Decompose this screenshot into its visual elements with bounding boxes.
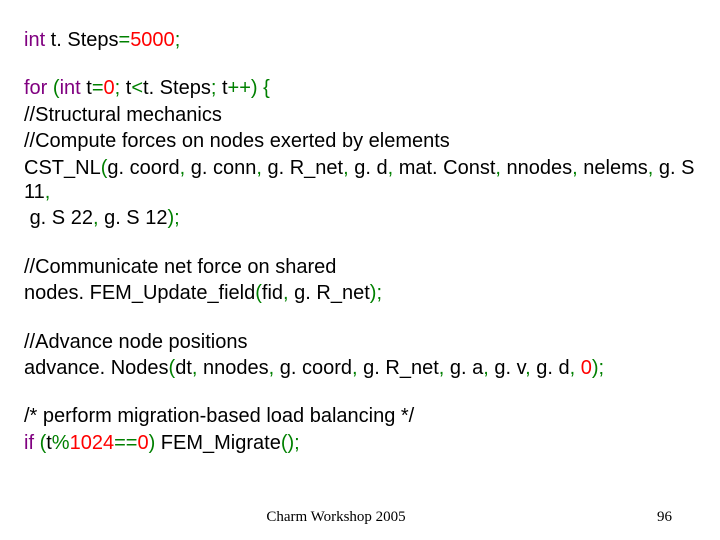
code-token: int	[24, 29, 45, 51]
code-token: nelems	[578, 157, 648, 179]
code-token: {	[263, 77, 270, 99]
code-token: ()	[281, 432, 294, 454]
code-token: g. coord	[274, 357, 352, 379]
code-token: mat. Const	[393, 157, 495, 179]
code-line-3: //Structural mechanics	[24, 103, 696, 127]
code-token: /* perform migration-based load balancin…	[24, 405, 414, 427]
code-token: t	[120, 77, 131, 99]
code-token: //Structural mechanics	[24, 104, 222, 126]
code-line-12: if (t%1024==0) FEM_Migrate();	[24, 431, 696, 455]
code-token: ;	[175, 29, 181, 51]
code-token: t. Steps	[143, 77, 211, 99]
blank-gap	[24, 233, 696, 255]
code-token: //Compute forces on nodes exerted by ele…	[24, 130, 450, 152]
slide: int t. Steps=5000; for (int t=0; t<t. St…	[0, 0, 720, 540]
code-token: 1024	[70, 432, 115, 454]
code-line-10: advance. Nodes(dt, nnodes, g. coord, g. …	[24, 356, 696, 380]
code-token: nnodes	[501, 157, 572, 179]
code-line-1: int t. Steps=5000;	[24, 28, 696, 52]
code-token: =	[119, 29, 131, 51]
blank-gap	[24, 382, 696, 404]
code-line-4: //Compute forces on nodes exerted by ele…	[24, 129, 696, 153]
code-token: 0	[104, 77, 115, 99]
code-token: g. coord	[107, 157, 179, 179]
code-token: ;	[599, 357, 605, 379]
code-token: g. conn	[185, 157, 256, 179]
code-line-11: /* perform migration-based load balancin…	[24, 404, 696, 428]
code-token: g. R_net	[262, 157, 343, 179]
code-token: g. R_net	[358, 357, 439, 379]
code-token: for	[24, 77, 47, 99]
code-token: FEM_Migrate	[155, 432, 281, 454]
code-token: (	[53, 77, 60, 99]
code-token: g. S 22	[24, 207, 93, 229]
code-line-8: nodes. FEM_Update_field(fid, g. R_net);	[24, 281, 696, 305]
code-token: nnodes	[197, 357, 268, 379]
code-token: t	[81, 77, 92, 99]
code-token: int	[60, 77, 81, 99]
code-token: 0	[581, 357, 592, 379]
code-token: ;	[174, 207, 180, 229]
code-line-2: for (int t=0; t<t. Steps; t++) {	[24, 76, 696, 100]
code-token: fid	[262, 282, 283, 304]
code-token: g. v	[489, 357, 525, 379]
code-line-9: //Advance node positions	[24, 330, 696, 354]
code-token: ,	[45, 181, 51, 203]
code-token: CST_NL	[24, 157, 101, 179]
code-token: (	[255, 282, 262, 304]
code-token: g. a	[444, 357, 483, 379]
code-token: 5000	[130, 29, 175, 51]
code-token: g. R_net	[289, 282, 370, 304]
blank-gap	[24, 308, 696, 330]
code-token: ++	[228, 77, 251, 99]
footer-title: Charm Workshop 2005	[0, 509, 672, 526]
code-token: ;	[294, 432, 300, 454]
code-token: g. d	[531, 357, 570, 379]
code-token: )	[251, 77, 258, 99]
code-token: dt	[175, 357, 192, 379]
code-token: =	[92, 77, 104, 99]
code-token: //Advance node positions	[24, 331, 248, 353]
code-token: %	[52, 432, 70, 454]
blank-gap	[24, 54, 696, 76]
code-line-7: //Communicate net force on shared	[24, 255, 696, 279]
code-token: ==	[114, 432, 137, 454]
code-token: if	[24, 432, 34, 454]
code-token: t. Steps	[45, 29, 118, 51]
code-line-6: g. S 22, g. S 12);	[24, 206, 696, 230]
code-token: //Communicate net force on shared	[24, 256, 336, 278]
code-token: <	[131, 77, 143, 99]
code-token: ;	[376, 282, 382, 304]
code-token: )	[592, 357, 599, 379]
code-line-5: CST_NL(g. coord, g. conn, g. R_net, g. d…	[24, 156, 696, 205]
code-token: t	[216, 77, 227, 99]
code-token: 0	[137, 432, 148, 454]
slide-footer: Charm Workshop 2005 96	[0, 509, 720, 526]
footer-page-number: 96	[657, 509, 672, 526]
code-token: nodes. FEM_Update_field	[24, 282, 255, 304]
code-block: int t. Steps=5000; for (int t=0; t<t. St…	[24, 28, 696, 455]
code-token: g. S 12	[99, 207, 168, 229]
code-token: g. d	[349, 157, 388, 179]
code-token: advance. Nodes	[24, 357, 169, 379]
